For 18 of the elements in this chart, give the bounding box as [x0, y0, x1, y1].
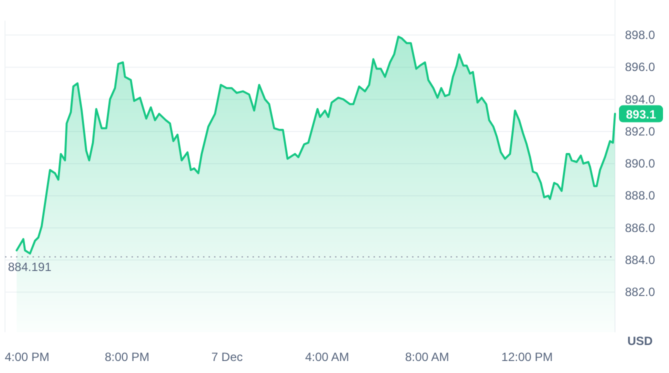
x-tick-label: 7 Dec: [211, 350, 243, 364]
y-tick-label: 886.0: [624, 220, 656, 235]
annotation: 893.1: [626, 107, 656, 122]
y-axis-title: USD: [627, 334, 653, 348]
x-tick-label: 8:00 AM: [405, 350, 450, 364]
x-tick-label: 4:00 PM: [4, 350, 50, 364]
y-tick-label: 884.0: [624, 253, 656, 267]
x-tick-label: 4:00 AM: [305, 350, 350, 364]
y-tick-label: 882.0: [624, 285, 656, 300]
x-tick-label: 12:00 PM: [501, 350, 553, 364]
y-tick-label: 898.0: [624, 28, 656, 42]
y-tick-label: 894.0: [624, 92, 656, 106]
y-tick-label: 892.0: [624, 124, 656, 138]
y-tick-label: 888.0: [624, 188, 656, 203]
y-tick-label: 890.0: [624, 156, 656, 171]
ref-line-label: 884.191: [8, 260, 52, 274]
y-tick-label: 896.0: [624, 60, 656, 74]
x-tick-label: 8:00 PM: [104, 350, 150, 364]
